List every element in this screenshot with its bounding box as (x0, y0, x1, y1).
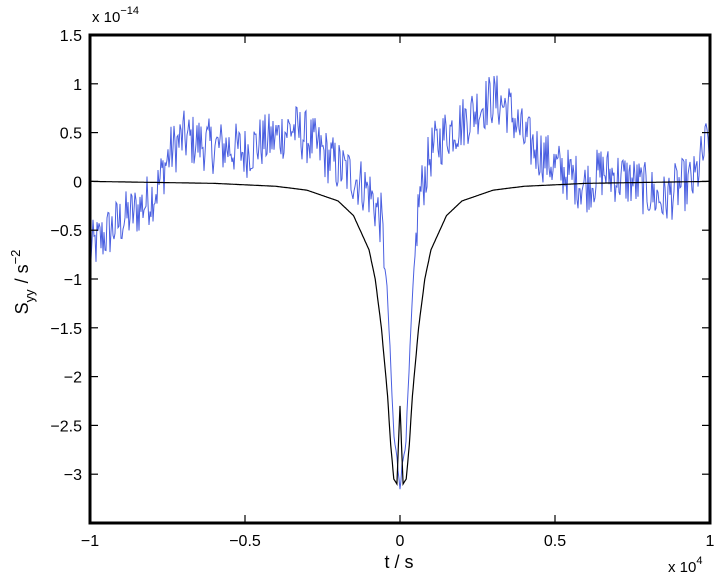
tick-labels: −1 −0.5 0 0.5 1 1.5 1 0.5 0 −0.5 −1 −1.5 −2 −2.5 −3 (50, 28, 714, 550)
y-tick-label-0: 1.5 (60, 28, 82, 45)
x-axis-label: t / s (384, 552, 413, 572)
x-tick-label-2: 0 (396, 533, 405, 550)
y-tick-label-6: −1.5 (50, 321, 82, 338)
x-exponent-label: x 104 (668, 555, 702, 576)
x-tick-label-3: 0.5 (544, 533, 566, 550)
x-tick-label-4: 1 (706, 533, 715, 550)
x-tick-label-0: −1 (81, 533, 99, 550)
y-tick-label-1: 1 (73, 77, 82, 94)
y-tick-label-5: −1 (64, 272, 82, 289)
y-axis-label: Syy/ s−2 (8, 250, 37, 315)
x-tick-label-1: −0.5 (229, 533, 261, 550)
y-exponent-label: x 10−14 (92, 5, 139, 26)
y-tick-label-8: −2.5 (50, 418, 82, 435)
y-tick-label-7: −2 (64, 370, 82, 387)
series-line-0 (89, 75, 711, 490)
y-tick-label-3: 0 (73, 174, 82, 191)
y-tick-label-9: −3 (64, 467, 82, 484)
y-tick-label-2: 0.5 (60, 126, 82, 143)
plot-series (89, 75, 711, 490)
plot-frame (88, 33, 712, 525)
y-tick-label-4: −0.5 (50, 223, 82, 240)
series-line-1 (90, 180, 710, 486)
axis-ticks (89, 34, 711, 523)
